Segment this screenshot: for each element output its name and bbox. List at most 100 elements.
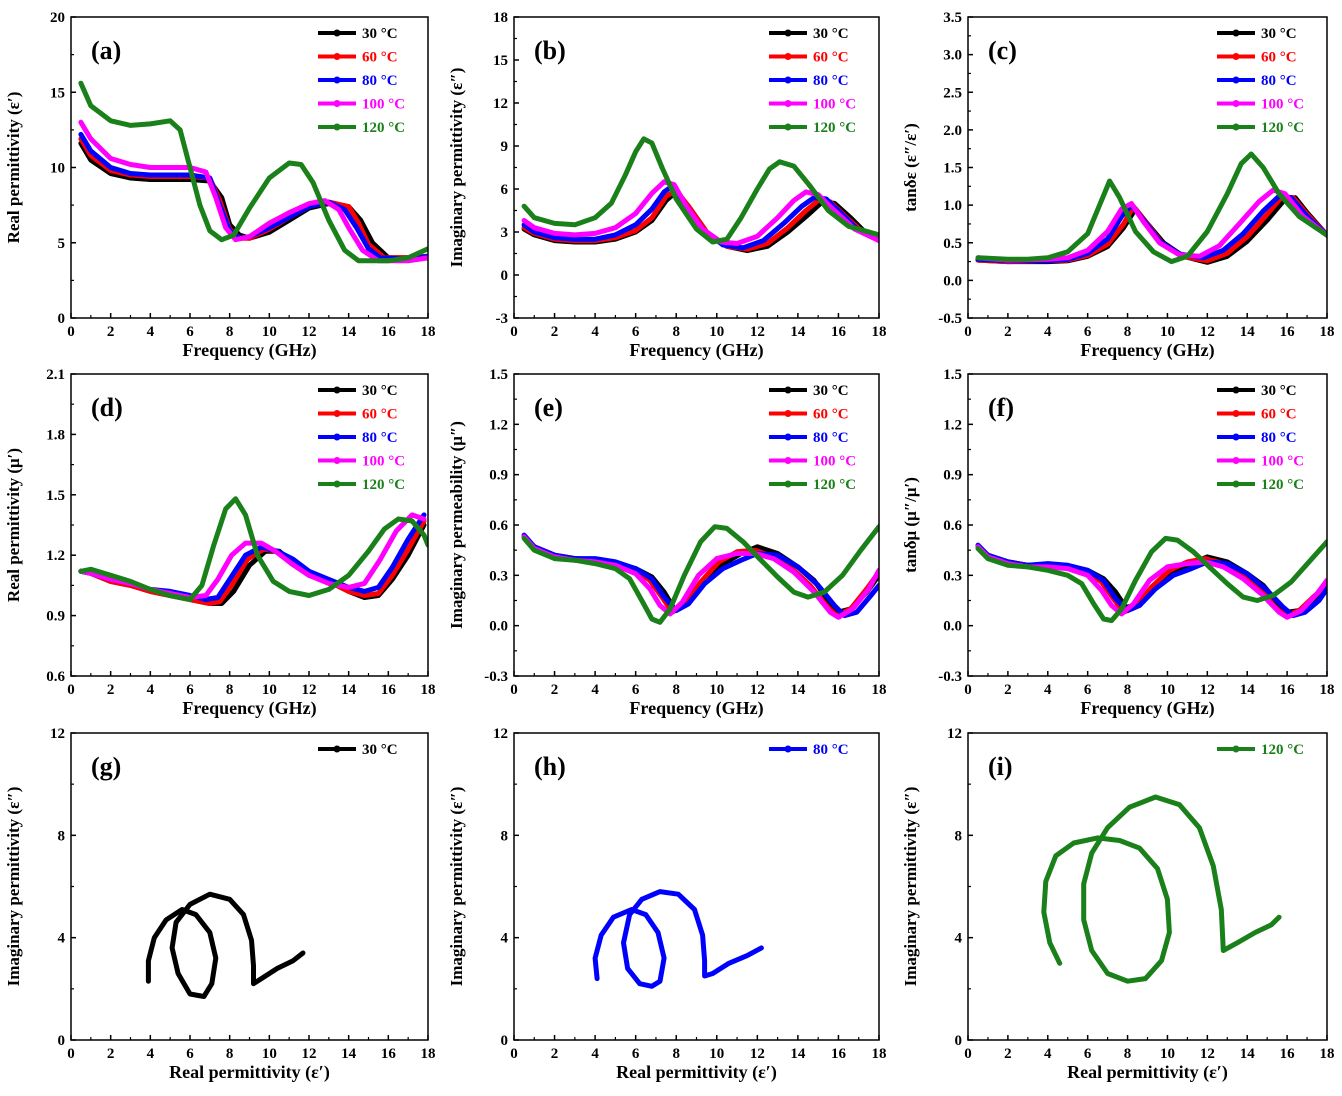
x-tick-label: 16 — [831, 1046, 847, 1062]
x-tick-label: 12 — [750, 682, 765, 698]
x-tick-label: 2 — [107, 1046, 115, 1062]
legend-entry-120: 120 °C — [769, 477, 856, 493]
legend-label: 100 °C — [362, 454, 405, 470]
x-axis-label: Real permittivity (ε′) — [616, 1062, 777, 1083]
legend-marker — [784, 457, 792, 464]
legend-label: 30 °C — [362, 383, 398, 399]
panel-a: 0 2 4 6 8 10 12 14 16 18 0 5 10 15 20 Frequency (GHz) Re… — [4, 10, 436, 361]
plot-frame — [513, 732, 880, 1041]
x-tick-label: 10 — [262, 682, 277, 698]
legend-label: 60 °C — [362, 407, 398, 423]
x-tick-label: 2 — [107, 682, 115, 698]
x-tick-label: 10 — [262, 1046, 277, 1062]
legend-entry-30: 30 °C — [769, 383, 849, 399]
legend-entry-30: 30 °C — [318, 26, 398, 42]
x-axis-label: Frequency (GHz) — [182, 340, 316, 361]
x-tick-label: 14 — [1240, 1046, 1256, 1062]
y-tick-label: 0.9 — [943, 468, 962, 484]
x-tick-label: 6 — [1084, 682, 1092, 698]
panel-label: (a) — [91, 36, 121, 65]
series-line-80 — [975, 542, 1327, 619]
y-axis-label: tanδε (ε″/ε′) — [901, 123, 920, 212]
legend-entry-60: 60 °C — [318, 50, 398, 66]
legend-entry-120: 120 °C — [1217, 120, 1304, 136]
legend-entry-100: 100 °C — [1217, 97, 1304, 113]
legend-marker — [333, 745, 341, 753]
y-tick-label: -3 — [496, 311, 509, 327]
series-line-30 — [145, 891, 306, 999]
legend-label: 80 °C — [362, 430, 398, 446]
x-tick-label: 18 — [421, 1046, 436, 1062]
legend-marker — [333, 123, 341, 131]
legend-entry-60: 60 °C — [1217, 50, 1297, 66]
x-tick-label: 8 — [1124, 682, 1132, 698]
y-tick-label: 8 — [501, 828, 509, 844]
series-line-100 — [521, 534, 879, 620]
x-tick-label: 0 — [964, 682, 972, 698]
y-tick-label: 1.5 — [943, 367, 962, 383]
y-axis-label: Real permittivity (ε′) — [4, 92, 23, 244]
legend-entry-120: 120 °C — [318, 120, 405, 136]
x-tick-label: 4 — [147, 1046, 155, 1062]
x-axis-label: Frequency (GHz) — [629, 340, 763, 361]
legend-marker — [1232, 480, 1240, 488]
legend-label: 30 °C — [362, 742, 398, 758]
x-tick-label: 10 — [262, 324, 277, 340]
y-tick-label: 1.2 — [489, 417, 508, 433]
x-tick-label: 16 — [1280, 682, 1296, 698]
y-tick-label: 2.0 — [943, 123, 962, 139]
legend-label: 100 °C — [1261, 97, 1304, 113]
legend-entry-120: 120 °C — [318, 477, 405, 493]
x-tick-label: 14 — [341, 324, 357, 340]
legend-entry-100: 100 °C — [769, 97, 856, 113]
legend-marker — [784, 480, 792, 488]
legend-marker — [1232, 386, 1240, 394]
x-tick-label: 0 — [510, 324, 518, 340]
y-tick-label: 0.6 — [489, 518, 508, 534]
x-tick-label: 10 — [709, 682, 724, 698]
x-axis-label: Frequency (GHz) — [629, 698, 763, 719]
legend-label: 80 °C — [362, 73, 398, 89]
x-tick-label: 8 — [672, 324, 680, 340]
x-tick-label: 4 — [147, 324, 155, 340]
y-tick-label: 5 — [58, 236, 66, 252]
legend-marker — [784, 100, 792, 107]
legend-marker — [784, 76, 792, 84]
x-tick-label: 16 — [381, 324, 397, 340]
legend-label: 60 °C — [1261, 50, 1297, 66]
x-tick-label: 14 — [1240, 324, 1256, 340]
legend-entry-80: 80 °C — [318, 73, 398, 89]
x-tick-label: 6 — [632, 682, 640, 698]
y-tick-label: 1.5 — [489, 367, 508, 383]
y-tick-label: 1.2 — [943, 417, 962, 433]
x-tick-label: 12 — [750, 324, 765, 340]
legend-entry-120: 120 °C — [1217, 742, 1304, 758]
y-tick-label: -0.3 — [484, 669, 508, 685]
x-tick-label: 14 — [1240, 682, 1256, 698]
legend-label: 100 °C — [813, 97, 856, 113]
legend-entry-80: 80 °C — [318, 430, 398, 446]
x-axis-label: Real permittivity (ε′) — [1067, 1062, 1228, 1083]
series-line-120 — [1041, 794, 1282, 984]
legend-marker — [333, 76, 341, 84]
legend-label: 100 °C — [813, 454, 856, 470]
x-tick-label: 10 — [1160, 1046, 1175, 1062]
legend-marker — [333, 100, 341, 107]
y-tick-label: -0.3 — [938, 669, 962, 685]
legend-entry-100: 100 °C — [318, 454, 405, 470]
legend-entry-30: 30 °C — [318, 383, 398, 399]
legend-label: 120 °C — [1261, 477, 1304, 493]
legend-entry-30: 30 °C — [1217, 383, 1297, 399]
legend-marker — [1232, 745, 1240, 753]
y-tick-label: 0.3 — [489, 568, 508, 584]
x-tick-label: 12 — [1200, 1046, 1215, 1062]
x-tick-label: 12 — [302, 682, 317, 698]
x-tick-label: 0 — [510, 1046, 518, 1062]
y-tick-label: 2.1 — [46, 367, 65, 383]
panel-label: (d) — [91, 393, 123, 422]
x-tick-label: 12 — [302, 1046, 317, 1062]
x-tick-label: 2 — [551, 1046, 559, 1062]
y-axis-label: Imaginary permittivity (ε″) — [901, 787, 920, 987]
x-tick-label: 8 — [672, 1046, 680, 1062]
